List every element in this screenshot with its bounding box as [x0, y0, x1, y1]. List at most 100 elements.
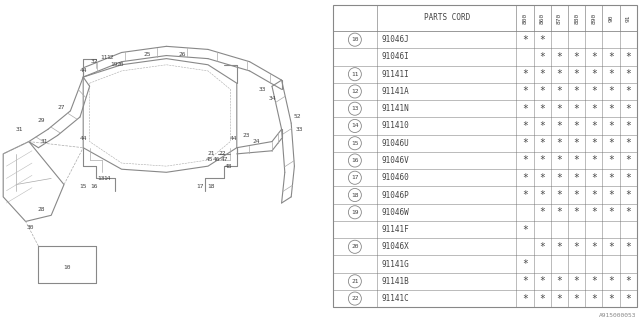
Text: *: *: [608, 190, 614, 200]
Text: *: *: [540, 242, 545, 252]
Text: *: *: [608, 52, 614, 62]
Text: *: *: [573, 121, 580, 131]
Text: 44: 44: [79, 68, 87, 73]
Text: 25: 25: [143, 52, 151, 57]
Text: *: *: [573, 104, 580, 114]
Text: 91141F: 91141F: [382, 225, 410, 234]
Text: 13: 13: [351, 106, 358, 111]
Text: 16: 16: [351, 158, 358, 163]
Text: 13: 13: [97, 176, 104, 181]
Text: *: *: [557, 276, 563, 286]
Text: *: *: [608, 138, 614, 148]
Text: *: *: [522, 35, 528, 45]
Text: *: *: [591, 156, 596, 165]
Text: 27: 27: [57, 105, 65, 110]
Text: 48: 48: [225, 164, 232, 169]
Text: *: *: [522, 225, 528, 235]
Text: 90: 90: [609, 14, 614, 22]
Text: 10: 10: [63, 265, 71, 270]
Text: *: *: [608, 242, 614, 252]
Text: *: *: [540, 86, 545, 96]
Text: 16: 16: [91, 184, 98, 188]
Text: *: *: [625, 69, 631, 79]
Text: *: *: [522, 69, 528, 79]
Text: 14: 14: [104, 176, 111, 181]
Text: *: *: [625, 242, 631, 252]
Text: 31: 31: [41, 139, 49, 144]
Text: *: *: [591, 276, 596, 286]
Text: *: *: [540, 35, 545, 45]
Text: 91: 91: [626, 14, 631, 22]
Text: 17: 17: [196, 184, 204, 188]
Text: *: *: [591, 104, 596, 114]
Text: 860: 860: [540, 12, 545, 24]
Text: *: *: [625, 121, 631, 131]
Text: 20: 20: [351, 244, 358, 249]
Text: *: *: [591, 207, 596, 217]
Text: *: *: [573, 173, 580, 183]
Text: *: *: [608, 121, 614, 131]
Text: 91046P: 91046P: [382, 190, 410, 199]
Text: *: *: [608, 173, 614, 183]
Text: *: *: [625, 156, 631, 165]
Text: 91141G: 91141G: [382, 260, 410, 268]
Text: 11: 11: [100, 55, 108, 60]
Text: 23: 23: [243, 133, 250, 138]
Text: 52: 52: [294, 115, 301, 119]
Text: *: *: [591, 86, 596, 96]
Text: 10: 10: [351, 37, 358, 42]
Text: 870: 870: [557, 12, 562, 24]
Text: *: *: [573, 276, 580, 286]
Text: 91046I: 91046I: [382, 52, 410, 61]
Text: *: *: [557, 104, 563, 114]
Text: PARTS CORD: PARTS CORD: [424, 13, 470, 22]
Text: *: *: [522, 86, 528, 96]
Text: *: *: [557, 293, 563, 304]
Text: *: *: [573, 190, 580, 200]
Text: 28: 28: [38, 207, 45, 212]
Text: *: *: [557, 121, 563, 131]
Text: 47: 47: [220, 157, 228, 163]
Text: 21: 21: [207, 151, 215, 156]
Text: *: *: [557, 156, 563, 165]
Text: *: *: [573, 86, 580, 96]
Text: *: *: [557, 138, 563, 148]
Text: 91141A: 91141A: [382, 87, 410, 96]
Text: 910460: 910460: [382, 173, 410, 182]
Text: 12: 12: [351, 89, 358, 94]
Text: 20: 20: [116, 62, 124, 67]
Text: 91046W: 91046W: [382, 208, 410, 217]
Text: 91141I: 91141I: [382, 70, 410, 79]
Text: *: *: [522, 190, 528, 200]
Text: 15: 15: [351, 141, 358, 146]
Text: 91046V: 91046V: [382, 156, 410, 165]
Text: *: *: [557, 69, 563, 79]
Text: 45: 45: [206, 157, 213, 163]
Text: 22: 22: [351, 296, 358, 301]
Text: *: *: [625, 207, 631, 217]
Text: *: *: [522, 104, 528, 114]
Text: *: *: [608, 69, 614, 79]
Text: *: *: [625, 104, 631, 114]
Text: *: *: [625, 173, 631, 183]
Text: *: *: [540, 207, 545, 217]
Text: *: *: [608, 207, 614, 217]
Text: *: *: [557, 207, 563, 217]
Text: *: *: [608, 104, 614, 114]
Text: *: *: [573, 69, 580, 79]
Text: 14: 14: [351, 124, 358, 128]
Text: 21: 21: [351, 279, 358, 284]
Text: 890: 890: [591, 12, 596, 24]
Text: 11: 11: [351, 72, 358, 77]
Text: 91141B: 91141B: [382, 277, 410, 286]
Text: 30: 30: [27, 225, 34, 230]
Text: *: *: [557, 52, 563, 62]
Text: *: *: [540, 69, 545, 79]
Text: *: *: [625, 276, 631, 286]
Text: 15: 15: [79, 184, 87, 188]
Text: *: *: [522, 121, 528, 131]
Text: *: *: [625, 52, 631, 62]
Text: 33: 33: [296, 127, 303, 132]
Text: 800: 800: [522, 12, 527, 24]
Text: *: *: [540, 276, 545, 286]
